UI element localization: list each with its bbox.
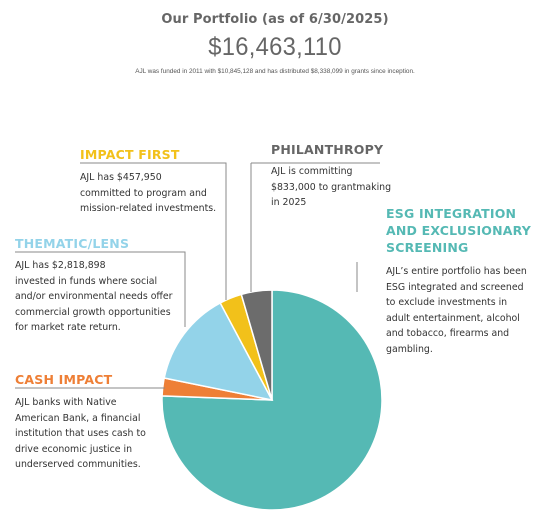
thematic-lens-line: commercial growth opportunities bbox=[15, 306, 171, 318]
philanthropy-slice bbox=[240, 289, 273, 401]
esg-title: ESG INTEGRATION AND EXCLUSIONARY SCREENI… bbox=[386, 205, 548, 256]
esg-line: to exclude investments in bbox=[386, 297, 508, 308]
esg-line: gambling. bbox=[386, 343, 433, 355]
thematic-lens-leader-line bbox=[15, 251, 186, 327]
impact-first-description: AJL has $457,950 committed to program an… bbox=[80, 170, 250, 217]
cash-impact-line: American Bank, a financial bbox=[15, 412, 141, 424]
portfolio-subtitle: AJL was funded in 2011 with $10,845,128 … bbox=[135, 68, 415, 75]
esg-line: adult entertainment, alcohol bbox=[386, 312, 520, 324]
philanthropy-line: in 2025 bbox=[271, 197, 307, 208]
esg-line: AJL’s entire portfolio has been bbox=[386, 266, 527, 277]
esg-label: ESG INTEGRATION AND EXCLUSIONARY SCREENI… bbox=[386, 205, 548, 357]
thematic-lens-slice bbox=[163, 301, 274, 402]
esg-title-line: ESG INTEGRATION bbox=[386, 206, 517, 221]
thematic-lens-line: invested in funds where social bbox=[15, 275, 158, 287]
cash-impact-description: AJL banks with Native American Bank, a f… bbox=[15, 395, 185, 473]
thematic-lens-title: THEMATIC/LENS bbox=[15, 236, 130, 251]
cash-impact-line: drive economic justice in bbox=[15, 443, 133, 455]
impact-first-line: mission-related investments. bbox=[80, 203, 217, 214]
philanthropy-description: AJL is committing $833,000 to grantmakin… bbox=[271, 164, 421, 211]
cash-impact-line: institution that uses cash to bbox=[15, 428, 146, 439]
impact-first-leader-line bbox=[80, 162, 227, 300]
philanthropy-title: PHILANTHROPY bbox=[271, 142, 384, 157]
thematic-lens-line: AJL has $2,818,898 bbox=[15, 260, 106, 271]
cash-impact-line: AJL banks with Native bbox=[15, 397, 117, 408]
philanthropy-label: PHILANTHROPY AJL is committing $833,000 … bbox=[271, 141, 421, 211]
thematic-lens-label: THEMATIC/LENS AJL has $2,818,898 investe… bbox=[15, 235, 205, 336]
impact-first-label: IMPACT FIRST AJL has $457,950 committed … bbox=[80, 146, 250, 217]
impact-first-line: committed to program and bbox=[80, 187, 207, 199]
thematic-lens-line: and/or environmental needs offer bbox=[15, 291, 173, 302]
impact-first-line: AJL has $457,950 bbox=[80, 172, 162, 183]
philanthropy-line: AJL is committing bbox=[271, 166, 353, 177]
cash-impact-title: CASH IMPACT bbox=[15, 372, 113, 387]
esg-line: ESG integrated and screened bbox=[386, 281, 524, 293]
thematic-lens-line: for market rate return. bbox=[15, 322, 121, 333]
esg-title-line: AND EXCLUSIONARY bbox=[386, 223, 532, 238]
portfolio-total: $16,463,110 bbox=[208, 33, 342, 61]
philanthropy-line: $833,000 to grantmaking bbox=[271, 181, 392, 193]
impact-first-title: IMPACT FIRST bbox=[80, 147, 180, 162]
cash-impact-line: underserved communities. bbox=[15, 459, 141, 470]
esg-description: AJL’s entire portfolio has been ESG inte… bbox=[386, 264, 548, 357]
cash-impact-label: CASH IMPACT AJL banks with Native Americ… bbox=[15, 371, 185, 473]
esg-line: and tobacco, firearms and bbox=[386, 328, 510, 339]
esg-title-line: SCREENING bbox=[386, 240, 469, 255]
thematic-lens-description: AJL has $2,818,898 invested in funds whe… bbox=[15, 258, 205, 336]
page-title: Our Portfolio (as of 6/30/2025) bbox=[161, 12, 389, 27]
